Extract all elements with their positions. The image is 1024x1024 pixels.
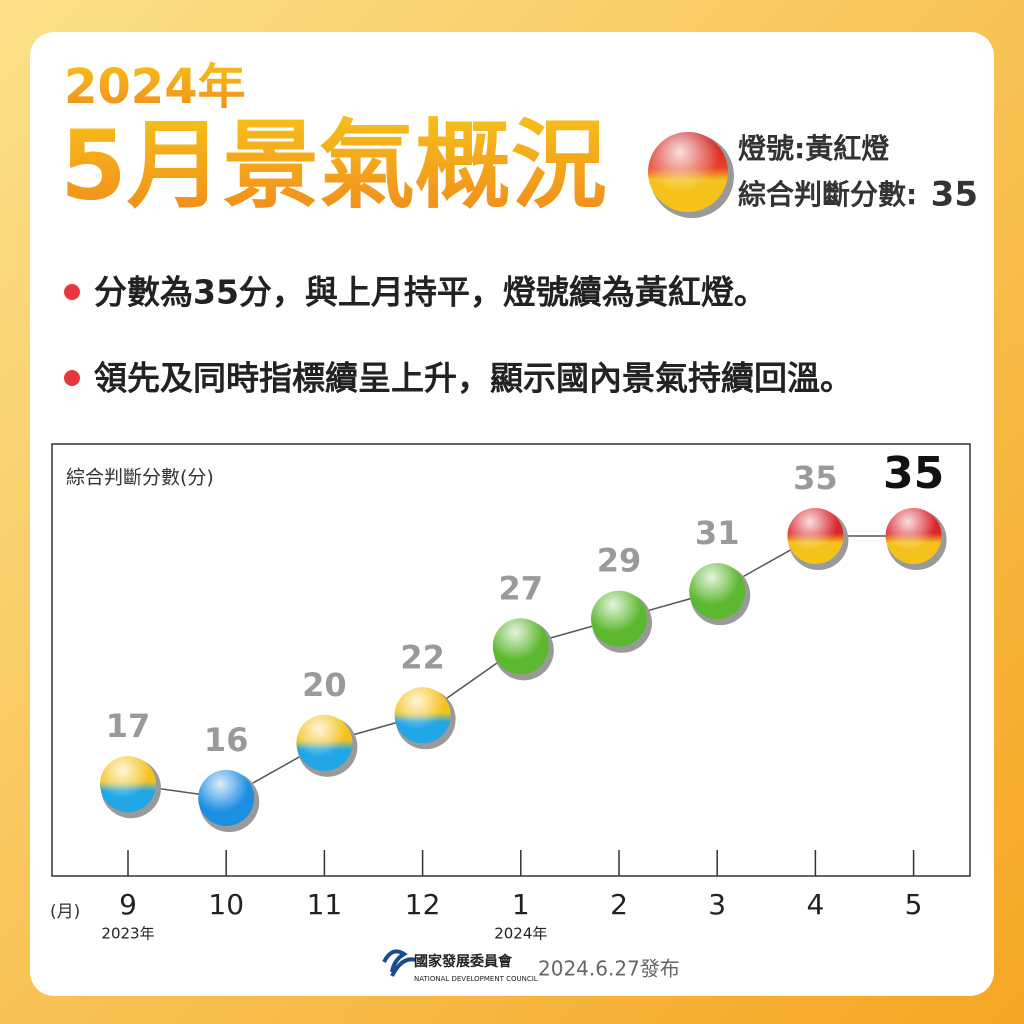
value-label: 35 (883, 448, 944, 499)
score: 35 (931, 175, 978, 215)
title: 5月景氣概況 (60, 109, 607, 221)
value-label: 27 (499, 569, 544, 607)
x-tick-label: 10 (208, 888, 244, 921)
bullet-dot (64, 284, 80, 300)
signal-shine (648, 132, 728, 212)
year-label: 2024年 (494, 925, 547, 943)
x-tick-label: 4 (806, 888, 824, 921)
x-tick-label: 1 (512, 888, 530, 921)
point-shine (885, 508, 942, 564)
release-date: 2024.6.27發布 (538, 957, 680, 981)
year-label: 2023年 (101, 925, 154, 943)
value-label: 31 (695, 514, 740, 552)
x-axis-label: (月) (50, 902, 80, 922)
card (30, 32, 994, 996)
value-label: 20 (302, 666, 347, 704)
bullet: 分數為35分，與上月持平，燈號續為黃紅燈。 (94, 273, 767, 312)
value-label: 17 (106, 707, 151, 745)
x-tick-label: 9 (119, 888, 137, 921)
bullet-dot (64, 370, 80, 386)
point-shine (591, 590, 647, 647)
x-tick-label: 2 (610, 888, 628, 921)
score-label: 綜合判斷分數: (738, 178, 917, 211)
signal-label: 燈號:黃紅燈 (738, 132, 889, 165)
x-tick-label: 3 (708, 888, 726, 921)
chart-frame (51, 443, 971, 877)
plot: 9 2023年 10 11 12 1 2024年 2 3 4 5 17 16 20 22 27 29 31 35 35 (100, 448, 947, 943)
logo (382, 949, 417, 977)
x-tick-label: 11 (307, 888, 343, 921)
org-name-en: NATIONAL DEVELOPMENT COUNCIL (414, 975, 538, 983)
year: 2024年 (64, 59, 246, 115)
x-tick-label: 12 (405, 888, 441, 921)
point-shine (689, 563, 746, 620)
y-axis-label: 綜合判斷分數(分) (66, 467, 214, 489)
x-tick-label: 5 (905, 888, 923, 921)
bullet: 領先及同時指標續呈上升，顯示國內景氣持續回溫。 (94, 359, 853, 398)
point-shine (787, 508, 844, 564)
value-label: 29 (597, 542, 642, 580)
point-shine (296, 714, 353, 771)
value-label: 35 (793, 459, 838, 497)
org-name: 國家發展委員會 (414, 953, 513, 970)
point-shine (394, 687, 451, 744)
point-shine (100, 756, 156, 813)
value-label: 16 (204, 721, 249, 759)
point-shine (492, 618, 549, 675)
value-label: 22 (400, 638, 445, 676)
point-shine (198, 770, 255, 826)
